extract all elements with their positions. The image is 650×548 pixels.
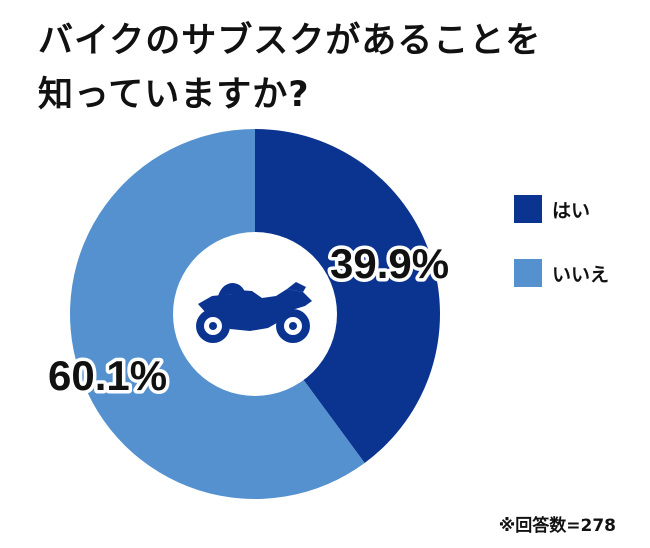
- legend-swatch: [514, 259, 542, 287]
- motorcycle-icon: [196, 282, 312, 343]
- chart-title-line-1: バイクのサブスクがあることを: [38, 21, 542, 61]
- legend-label: いいえ: [552, 263, 610, 286]
- chart-title-line-2: 知っていますか?: [38, 75, 310, 115]
- chart-title: バイクのサブスクがあることを 知っていますか?: [38, 14, 638, 122]
- legend-item-2: いいえ: [514, 253, 609, 293]
- respondent-count-note: ※回答数=278: [498, 516, 616, 536]
- legend-label: はい: [552, 199, 591, 222]
- pie-slice-1: [255, 129, 440, 463]
- slice-value-label-2: 60.1%: [48, 352, 167, 399]
- percent-labels: 39.9% 60.1%: [45, 237, 453, 403]
- legend: はい いいえ: [514, 189, 609, 317]
- legend-item-1: はい: [514, 189, 609, 229]
- legend-swatch: [514, 195, 542, 223]
- slice-value-label-1: 39.9%: [330, 240, 449, 287]
